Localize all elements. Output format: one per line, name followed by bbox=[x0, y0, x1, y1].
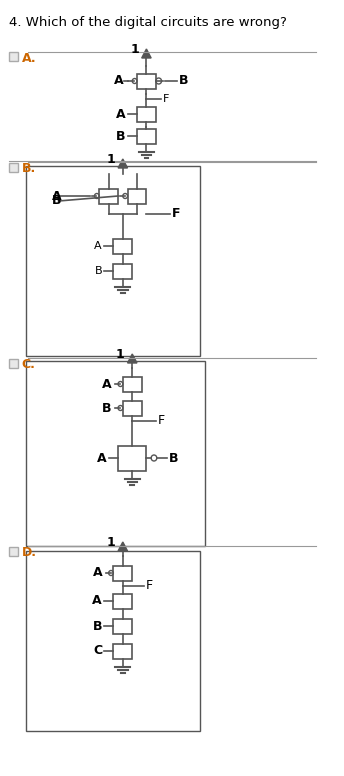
Text: A.: A. bbox=[22, 52, 36, 65]
Text: F: F bbox=[146, 579, 153, 592]
Text: B: B bbox=[169, 452, 179, 465]
Polygon shape bbox=[118, 159, 128, 168]
Bar bbox=[25, 551, 200, 731]
Text: F: F bbox=[158, 414, 165, 427]
Bar bbox=[9, 547, 18, 556]
Text: F: F bbox=[162, 93, 169, 103]
Bar bbox=[137, 129, 156, 144]
Text: A: A bbox=[93, 566, 102, 580]
Bar bbox=[137, 106, 156, 122]
Text: B.: B. bbox=[22, 162, 36, 175]
Text: 1: 1 bbox=[107, 153, 115, 166]
Text: B: B bbox=[52, 195, 62, 207]
Bar bbox=[123, 400, 142, 415]
Bar bbox=[114, 594, 132, 608]
Bar bbox=[25, 361, 205, 546]
Text: A: A bbox=[116, 108, 126, 120]
Polygon shape bbox=[142, 49, 151, 58]
Text: A: A bbox=[93, 594, 102, 608]
Bar bbox=[123, 376, 142, 392]
Text: 1: 1 bbox=[116, 348, 125, 361]
Bar bbox=[99, 189, 118, 203]
Polygon shape bbox=[118, 542, 128, 551]
Bar bbox=[25, 166, 200, 356]
Text: A: A bbox=[114, 74, 124, 88]
Bar bbox=[137, 74, 156, 88]
Bar bbox=[128, 189, 147, 203]
Text: 1: 1 bbox=[107, 536, 115, 549]
Text: A: A bbox=[52, 189, 62, 203]
Text: C.: C. bbox=[22, 358, 35, 371]
Bar bbox=[9, 359, 18, 368]
Bar bbox=[9, 163, 18, 172]
Text: A: A bbox=[102, 377, 112, 390]
Text: B: B bbox=[116, 130, 126, 143]
Text: 4. Which of the digital circuits are wrong?: 4. Which of the digital circuits are wro… bbox=[9, 16, 287, 29]
Bar bbox=[9, 52, 18, 61]
Text: A: A bbox=[94, 241, 102, 251]
Bar bbox=[114, 643, 132, 659]
Bar bbox=[118, 445, 147, 470]
Text: D.: D. bbox=[22, 546, 37, 559]
Text: B: B bbox=[93, 619, 102, 632]
Bar bbox=[114, 264, 132, 279]
Text: B: B bbox=[179, 74, 188, 88]
Bar bbox=[114, 238, 132, 254]
Text: 1: 1 bbox=[130, 43, 139, 56]
Polygon shape bbox=[128, 354, 137, 363]
Text: B: B bbox=[102, 401, 111, 414]
Text: F: F bbox=[172, 207, 181, 220]
Bar bbox=[114, 566, 132, 580]
Text: B: B bbox=[94, 266, 102, 276]
Text: C: C bbox=[93, 645, 102, 657]
Text: A: A bbox=[97, 452, 107, 465]
Bar bbox=[114, 618, 132, 633]
